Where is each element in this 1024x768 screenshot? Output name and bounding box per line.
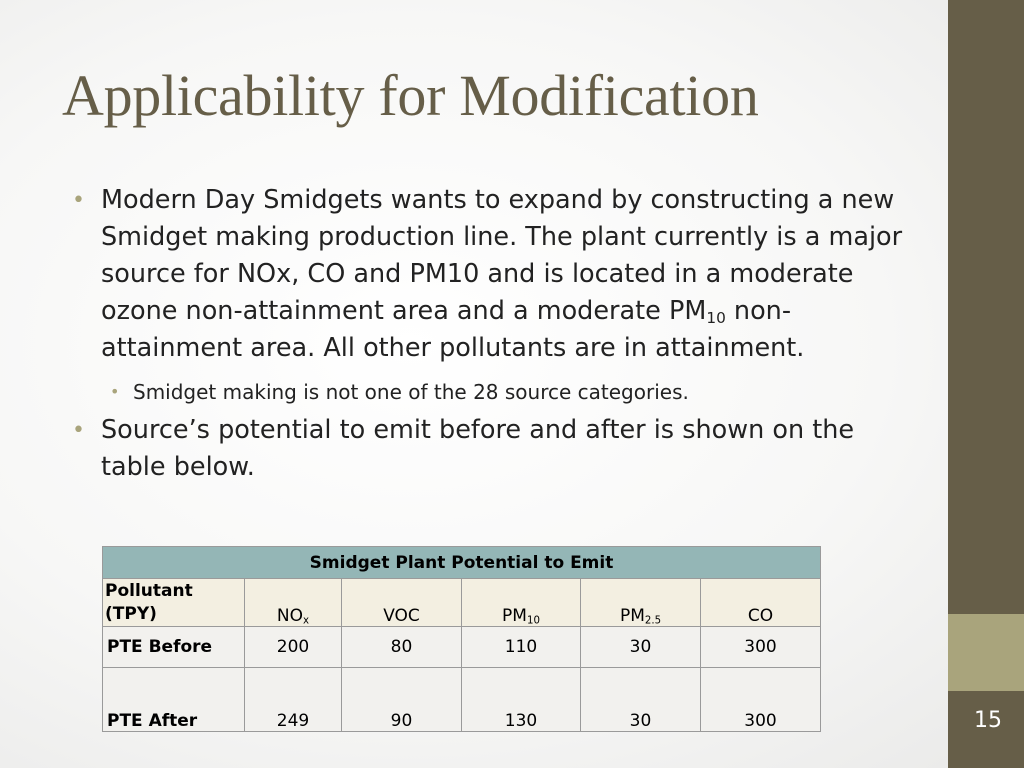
column-header-sub: 10 [526,615,540,627]
sidebar-top-band [948,0,1024,614]
bullet-1-text-post: non-attainment area. All other pollutant… [101,296,805,363]
pte-table: Smidget Plant Potential to Emit Pollutan… [101,546,822,732]
table-cell: 300 [699,626,822,668]
slide-body: • Modern Day Smidgets wants to expand by… [70,182,905,496]
slide-number: 15 [974,708,1002,733]
slide-title: Applicability for Modification [62,63,759,128]
column-header-sub: 2.5 [644,615,662,627]
row-label-pte-before: PTE Before [102,626,245,668]
table-row-header-label: Pollutant (TPY) [102,578,245,627]
table-cell: 90 [341,667,462,732]
table-cell: 30 [580,667,701,732]
column-header-sub: x [303,615,310,627]
column-header-pm25: PM2.5 [580,578,701,627]
sidebar-bottom-band [948,691,1024,768]
column-header-co: CO [699,578,822,627]
column-header-base: PM [502,606,527,626]
bullet-1-subscript: 10 [706,308,726,327]
sub-bullet-1-text: Smidget making is not one of the 28 sour… [133,380,689,404]
column-header-base: CO [747,606,774,626]
row-label-pte-after: PTE After [102,667,245,732]
column-header-base: VOC [383,606,420,626]
sub-bullet-dot-icon: • [110,382,120,401]
bullet-dot-icon: • [72,418,85,443]
column-header-base: NO [276,606,304,626]
table-cell: 30 [580,626,701,668]
column-header-nox: NOx [244,578,342,627]
column-header-base: PM [619,606,645,626]
table-title: Smidget Plant Potential to Emit [101,546,822,579]
table-header-row: Pollutant (TPY) NOx VOC PM10 PM2.5 CO [102,578,822,627]
bullet-1-text-pre: Modern Day Smidgets wants to expand by c… [101,185,903,326]
table-cell: 130 [461,667,581,732]
sub-bullet-1: • Smidget making is not one of the 28 so… [70,377,905,407]
bullet-2: • Source’s potential to emit before and … [70,412,905,486]
bullet-1: • Modern Day Smidgets wants to expand by… [70,182,905,367]
table-cell: 249 [244,667,342,732]
column-header-pm10: PM10 [461,578,581,627]
table-cell: 80 [341,626,462,668]
table-cell: 110 [461,626,581,668]
table-cell: 200 [244,626,342,668]
bullet-2-text: Source’s potential to emit before and af… [101,415,855,482]
sidebar-accent-band [948,614,1024,691]
column-header-voc: VOC [341,578,462,627]
table-row: PTE After 249 90 130 30 300 [102,667,822,732]
table-cell: 300 [699,667,822,732]
table-row: PTE Before 200 80 110 30 300 [102,626,822,668]
bullet-dot-icon: • [72,188,85,213]
